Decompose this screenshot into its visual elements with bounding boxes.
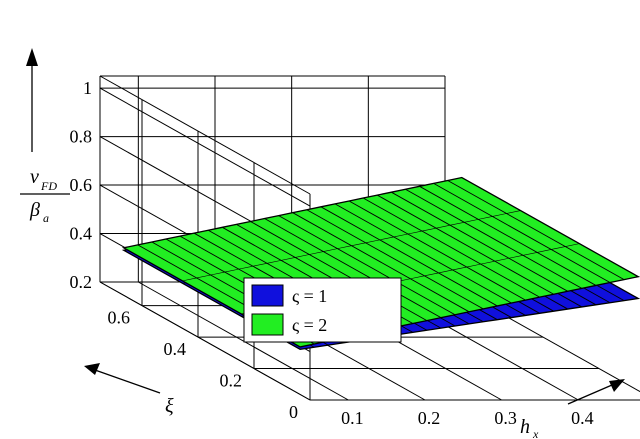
z-axis-arrow: [26, 48, 38, 152]
surface-mesh-line: [405, 188, 583, 289]
y-tick-label: 0.2: [220, 371, 243, 391]
legend-label-series-2: ς = 2: [292, 315, 327, 335]
z-tick-label: 0.4: [70, 224, 93, 244]
y-axis-arrow: [84, 363, 161, 394]
x-label-sub: x: [532, 427, 539, 439]
legend-swatch-series-1: [251, 284, 284, 307]
x-tick-label: 0.1: [341, 408, 364, 428]
surface-mesh-line: [182, 210, 521, 282]
z-label-numerator: v: [30, 166, 39, 188]
surface-mesh-line: [348, 200, 526, 301]
y-axis-label: ξ: [165, 395, 174, 417]
surface-mesh-line: [278, 215, 456, 316]
tick-labels: 0.2 0.4 0.6 0.8 1 0 0.2 0.4 0.6 0.1 0.2 0.3 0.4: [70, 78, 594, 428]
surface-mesh-line: [377, 194, 554, 295]
x-tick-label: 0.4: [571, 408, 594, 428]
surface-mesh-line: [362, 197, 540, 298]
floor-x-line: [99, 281, 311, 401]
z-tick-label: 1: [83, 78, 92, 98]
legend-swatch-series-2: [251, 313, 284, 336]
legend: ς = 1 ς = 2: [243, 277, 402, 343]
x-tick-label: 0.3: [494, 408, 517, 428]
surface-mesh-line: [433, 182, 611, 283]
x-axis-label: h x: [520, 416, 539, 439]
surface-mesh-line: [334, 203, 512, 304]
x-tick-label: 0.2: [418, 408, 441, 428]
surface-mesh-line: [447, 180, 625, 280]
x-label-main: h: [520, 416, 530, 438]
z-label-numerator-sub: FD: [40, 179, 57, 193]
side-wall-hline: [99, 75, 311, 195]
z-label-denominator-sub: a: [43, 211, 49, 225]
surface-mesh-line: [292, 212, 470, 313]
z-tick-label: 0.8: [70, 127, 93, 147]
floor-x-line: [138, 281, 349, 401]
surface-mesh-line: [391, 191, 568, 292]
surface-mesh-line: [320, 206, 498, 307]
surface-mesh-line: [419, 185, 597, 286]
y-tick-label: 0.4: [164, 339, 187, 359]
z-label-denominator: β: [29, 199, 40, 221]
legend-label-series-1: ς = 1: [292, 286, 327, 306]
z-tick-label: 0.2: [70, 272, 93, 292]
surface-mesh-line: [264, 218, 442, 319]
surface-mesh-line: [306, 209, 484, 310]
y-tick-label: 0: [289, 402, 298, 422]
side-wall-hline: [99, 87, 311, 207]
x-axis-arrow: [567, 379, 625, 405]
svg-text:v: v: [30, 166, 39, 188]
z-axis-label: v FD β a: [20, 166, 70, 225]
y-tick-label: 0.6: [108, 308, 131, 328]
z-tick-label: 0.6: [70, 175, 93, 195]
